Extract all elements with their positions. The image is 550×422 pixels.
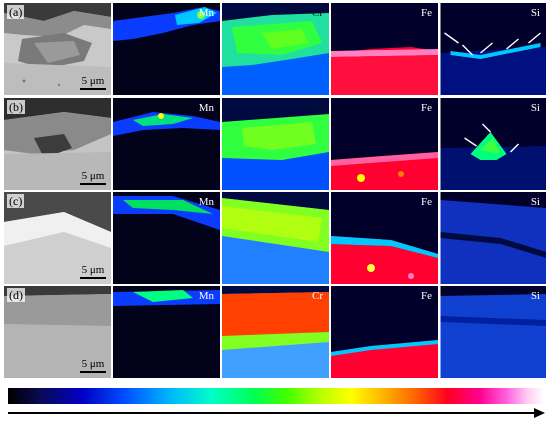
scale-bar: 5 μm [78, 76, 108, 90]
row-d: (d) 5 μm Mn Cr [4, 286, 546, 378]
element-label: Fe [421, 102, 432, 114]
scale-bar: 5 μm [78, 265, 108, 279]
intensity-color-scale [8, 388, 544, 404]
fe-map-a: Fe [331, 3, 438, 95]
fe-map-d: Fe [331, 286, 438, 378]
mn-map-d: Mn [113, 286, 220, 378]
row-label: (a) [7, 5, 25, 19]
element-label: Si [530, 196, 540, 208]
scale-bar-label: 5 μm [81, 264, 105, 276]
scale-bar-label: 5 μm [81, 170, 105, 182]
element-label: Fe [421, 7, 432, 19]
fe-map-c: Fe [331, 192, 438, 284]
row-label: (b) [7, 100, 25, 114]
sem-image-d: (d) 5 μm [4, 286, 111, 378]
scale-bar-label: 5 μm [81, 358, 105, 370]
row-label: (d) [7, 288, 25, 302]
sem-image-c: (c) 5 μm [4, 192, 111, 284]
element-label: Cr [312, 7, 323, 19]
scale-bar-label: 5 μm [81, 75, 105, 87]
row-b: (b) 5 μm Mn Cr [4, 98, 546, 190]
si-map-d: Si [440, 286, 546, 378]
element-label: Mn [198, 290, 214, 302]
scale-bar: 5 μm [78, 359, 108, 373]
element-label: Si [530, 7, 540, 19]
mn-map-c: Mn [113, 192, 220, 284]
element-label: Fe [421, 196, 432, 208]
intensity-arrow [8, 412, 536, 414]
si-map-c: Si [440, 192, 546, 284]
sem-image-b: (b) 5 μm [4, 98, 111, 190]
row-c: (c) 5 μm Mn Cr [4, 192, 546, 284]
element-label: Mn [198, 102, 214, 114]
element-label: Cr [312, 196, 323, 208]
element-label: Mn [198, 196, 214, 208]
cr-map-b: Cr [222, 98, 329, 190]
element-label: Fe [421, 290, 432, 302]
cr-map-a: Cr [222, 3, 329, 95]
mn-map-b: Mn [113, 98, 220, 190]
row-label: (c) [7, 194, 25, 208]
fe-map-b: Fe [331, 98, 438, 190]
element-label: Si [530, 102, 540, 114]
sem-image-a: (a) 5 μm [4, 3, 111, 95]
si-map-b: Si [440, 98, 546, 190]
element-label: Cr [312, 290, 323, 302]
element-label: Mn [198, 7, 214, 19]
element-label: Cr [312, 102, 323, 114]
cr-map-c: Cr [222, 192, 329, 284]
mn-map-a: Mn [113, 3, 220, 95]
row-a: (a) 5 μm Mn Cr [4, 3, 546, 95]
element-label: Si [530, 290, 540, 302]
scale-bar: 5 μm [78, 171, 108, 185]
si-map-a: Si [440, 3, 546, 95]
arrow-head-icon [534, 408, 545, 418]
cr-map-d: Cr [222, 286, 329, 378]
